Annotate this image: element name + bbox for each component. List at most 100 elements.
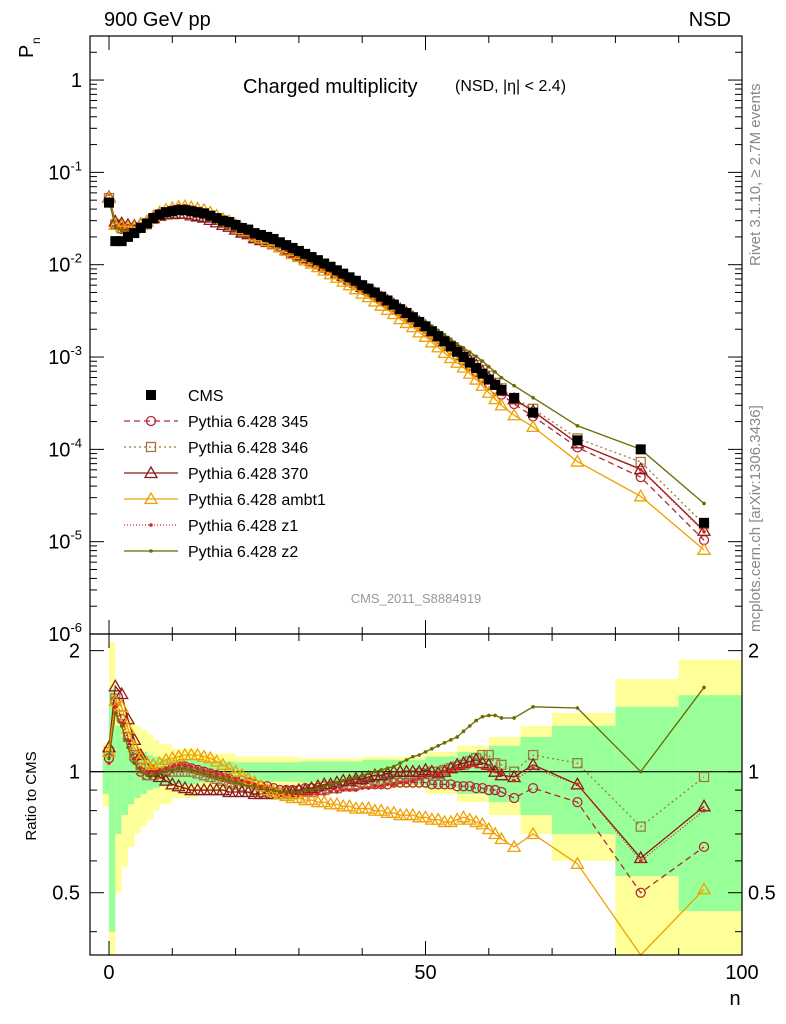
mcplots-credit-label: mcplots.cern.ch [arXiv:1306.3436]	[747, 405, 764, 632]
chart-title: Charged multiplicity	[243, 76, 418, 98]
cms-point	[198, 208, 209, 219]
main-point	[475, 378, 490, 391]
x-tick-label: 0	[103, 962, 114, 984]
ratio-point	[458, 781, 469, 792]
ratio-point	[698, 771, 710, 783]
ratio-point	[443, 814, 458, 828]
ratio-point	[190, 747, 205, 761]
cms-point	[344, 272, 355, 283]
ratio-point	[145, 773, 149, 778]
legend-marker	[143, 491, 159, 505]
legend-marker-cms	[146, 390, 156, 400]
analysis-id-label: CMS_2011_S8884919	[351, 591, 482, 606]
ratio-point	[127, 739, 142, 753]
cms-point	[331, 265, 342, 276]
ratio-point	[572, 758, 583, 769]
cms-point	[192, 207, 203, 218]
main-point	[468, 350, 472, 354]
cms-point	[338, 268, 349, 279]
cms-point	[699, 517, 710, 528]
ratio-point	[635, 821, 646, 832]
ratio-point	[407, 777, 418, 788]
ratio-point	[474, 764, 478, 769]
cms-point	[110, 236, 121, 247]
main-point	[635, 456, 646, 468]
ratio-point	[176, 763, 181, 767]
main-point	[113, 225, 118, 230]
ratio-point	[233, 777, 238, 781]
ratio-point	[401, 770, 412, 781]
x-axis-label: n	[729, 988, 740, 1010]
cms-point	[224, 217, 235, 228]
legend-entry-4: Pythia 6.428 ambt1	[124, 491, 326, 509]
ratio-point	[222, 760, 237, 774]
y-tick-exponent: -2	[70, 251, 82, 266]
ratio-point	[252, 784, 257, 789]
ratio-point	[347, 788, 352, 792]
ratio-point	[361, 801, 376, 814]
legend-label: Pythia 6.428 z1	[188, 518, 298, 535]
ratio-point	[417, 753, 421, 757]
cms-point	[369, 287, 380, 298]
ratio-point	[366, 771, 371, 776]
ratio-point	[431, 812, 446, 825]
ratio-point	[638, 769, 643, 774]
ratio-point	[508, 792, 520, 804]
rivet-version-label: Rivet 3.1.10, ≥ 2.7M events	[747, 84, 764, 267]
cms-point	[141, 218, 152, 229]
ratio-point	[426, 779, 437, 790]
ratio-point	[126, 745, 130, 750]
ratio-point	[398, 780, 402, 785]
ratio-point	[433, 779, 444, 790]
cms-point	[306, 252, 317, 263]
main-point	[575, 423, 580, 428]
ratio-point	[477, 749, 488, 761]
ratio-point	[423, 750, 428, 754]
ratio-point	[450, 812, 465, 825]
y-tick-label: 10-3	[48, 343, 82, 369]
ratio-point	[108, 679, 123, 692]
cms-point	[528, 407, 539, 418]
cms-point	[148, 213, 159, 224]
legend-entry-6: Pythia 6.428 z2	[124, 544, 298, 561]
ratio-point	[322, 792, 327, 796]
cms-point	[452, 346, 463, 357]
ratio-point	[285, 784, 300, 798]
main-point	[506, 407, 522, 421]
ratio-point	[151, 773, 156, 778]
ratio-point	[486, 768, 491, 772]
ratio-point	[493, 769, 497, 774]
ratio-point	[449, 768, 453, 772]
band-stat-20	[615, 706, 679, 877]
main-point	[488, 391, 503, 405]
ratio-point	[316, 792, 320, 796]
ratio-point	[114, 699, 129, 712]
ratio-point	[196, 749, 212, 762]
ratio-tick-label-right: 2	[748, 641, 759, 663]
ratio-point	[430, 747, 434, 751]
cms-point	[122, 231, 133, 242]
y-tick-label: 10-5	[48, 528, 82, 554]
cms-point	[414, 316, 425, 327]
ratio-point	[360, 786, 364, 790]
cms-point	[300, 248, 311, 259]
ratio-point	[461, 729, 466, 734]
cms-point	[274, 237, 285, 248]
main-point	[481, 385, 496, 398]
ratio-point	[202, 771, 206, 776]
ratio-point	[575, 706, 580, 710]
cms-point	[445, 341, 456, 352]
main-point	[525, 419, 541, 433]
cms-point	[230, 219, 241, 230]
legend-entry-2: Pythia 6.428 346	[124, 440, 308, 457]
cms-point	[217, 215, 228, 226]
main-point	[696, 523, 712, 536]
cms-point	[433, 331, 444, 342]
ratio-point	[221, 777, 225, 781]
main-point	[412, 325, 427, 338]
cms-point	[350, 275, 361, 286]
legend-entry-5: Pythia 6.428 z1	[124, 518, 298, 535]
ratio-point	[469, 752, 484, 766]
